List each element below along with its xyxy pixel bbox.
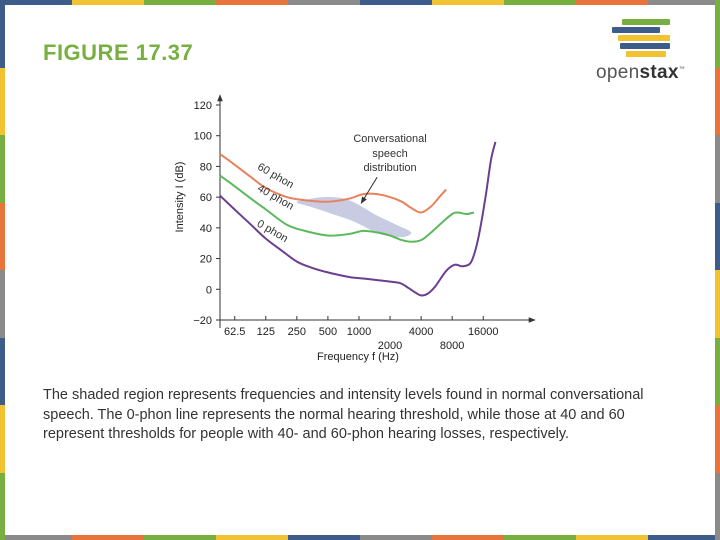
x-tick-label: 125 [257,326,275,338]
left-border-stripe [0,0,5,540]
x-tick-label: 250 [288,326,306,338]
right-border-stripe [715,0,720,540]
y-tick-label: 0 [206,284,212,296]
right-stripe-segment [715,405,720,473]
bottom-stripe-segment [216,535,288,540]
x-tick-label: 62.5 [224,326,245,338]
left-stripe-segment [0,337,5,405]
bottom-stripe-segment [144,535,216,540]
right-stripe-segment [715,202,720,270]
logo-wordmark: openstax™ [596,62,686,83]
x-axis-label: Frequency f (Hz) [317,351,399,363]
top-stripe-segment [72,0,144,5]
right-stripe-segment [715,270,720,338]
x-tick-label: 1000 [347,326,371,338]
top-stripe-segment [144,0,216,5]
openstax-logo: openstax™ [596,16,702,86]
x-tick-label: 500 [319,326,337,338]
bottom-stripe-segment [648,535,720,540]
slide-title: FIGURE 17.37 [43,40,194,65]
top-stripe-segment [360,0,432,5]
stacked-books-logo-icon [612,19,670,57]
bottom-stripe-segment [0,535,72,540]
top-stripe-segment [432,0,504,5]
x-tick-label: 16000 [468,326,499,338]
bottom-border-stripe [0,535,720,540]
x-tick-label: 4000 [409,326,433,338]
y-tick-label: −20 [193,315,212,327]
y-tick-label: 60 [200,192,212,204]
top-stripe-segment [0,0,72,5]
top-stripe-segment [504,0,576,5]
region-annotation-line: speech [372,148,407,160]
speech-region [296,197,412,238]
y-tick-label: 40 [200,223,212,235]
top-stripe-segment [576,0,648,5]
y-tick-label: 120 [194,100,212,112]
right-stripe-segment [715,67,720,135]
bottom-stripe-segment [360,535,432,540]
y-axis-label: Intensity I (dB) [174,162,186,233]
top-stripe-segment [648,0,720,5]
top-stripe-segment [288,0,360,5]
equal-loudness-chart: −20 0 20 40 60 80 100 120 62.5 125 250 500 1000 2000 4… [174,94,536,363]
left-stripe-segment [0,0,5,68]
series-line-0-phon [219,141,497,297]
series-line-40-phon [219,174,475,243]
curve-label-0-phon: 0 phon [255,218,290,245]
bottom-stripe-segment [288,535,360,540]
right-stripe-segment [715,135,720,203]
right-stripe-segment [715,0,720,68]
left-stripe-segment [0,202,5,270]
y-tick-label: 100 [194,131,212,143]
bottom-stripe-segment [432,535,504,540]
top-border-stripe [0,0,720,5]
bottom-stripe-segment [504,535,576,540]
region-annotation-line: distribution [363,162,416,174]
y-tick-label: 20 [200,254,212,266]
right-stripe-segment [715,472,720,540]
left-stripe-segment [0,472,5,540]
left-stripe-segment [0,270,5,338]
y-tick-label: 80 [200,161,212,173]
figure-caption: The shaded region represents frequencies… [43,387,644,442]
x-tick-label: 8000 [440,340,464,352]
annotation-pointer [360,176,378,204]
region-annotation-line: Conversational [353,133,426,145]
left-stripe-segment [0,67,5,135]
left-stripe-segment [0,135,5,203]
bottom-stripe-segment [576,535,648,540]
x-tick-label: 2000 [378,340,402,352]
top-stripe-segment [216,0,288,5]
series-line-60-phon [219,153,447,214]
right-stripe-segment [715,337,720,405]
left-stripe-segment [0,405,5,473]
bottom-stripe-segment [72,535,144,540]
